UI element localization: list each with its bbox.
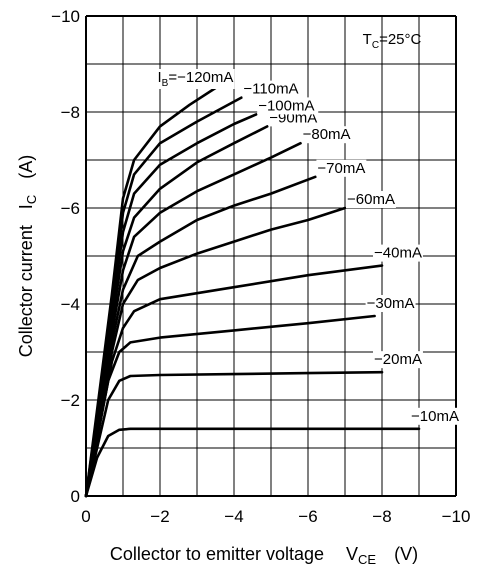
y-tick-label: −10 [51, 7, 80, 26]
y-tick-label: −8 [61, 103, 80, 122]
annotation-tc: TC=25°C [363, 31, 422, 51]
series-label: −110mA [243, 81, 298, 98]
series-label-background [410, 407, 460, 425]
series-label-background [373, 351, 423, 369]
y-tick-label: −6 [61, 199, 80, 218]
series-curve [84, 427, 421, 498]
series-label-background [373, 244, 423, 262]
series-curve [84, 86, 217, 498]
series-label: IB=−120mA [158, 69, 234, 89]
x-axis-label: Collector to emitter voltage VCE (V) [110, 544, 418, 567]
series-label-background [156, 69, 235, 89]
series-label: −100mA [258, 97, 314, 114]
x-tick-label: −4 [224, 507, 243, 526]
series-curve [84, 314, 376, 498]
series-label: −20mA [374, 351, 422, 368]
series-labels: −10mA−20mA−30mA−40mA−60mA−70mA−80mA−90mA… [156, 69, 460, 425]
series-label-background [242, 80, 300, 98]
series-label-background [301, 126, 352, 144]
x-tick-label: −10 [442, 507, 471, 526]
y-axis-label: Collector currentIC(A) [16, 155, 39, 357]
series-curve [84, 206, 347, 498]
curves [84, 86, 421, 498]
series-label: −30mA [367, 295, 415, 312]
series-label: −80mA [303, 126, 351, 143]
x-tick-label: −2 [150, 507, 169, 526]
series-curve [84, 370, 384, 498]
series-label: −60mA [347, 191, 395, 208]
y-tick-label: −4 [61, 295, 80, 314]
tick-labels: 0 −2 −4 −6 −8 −10 0 −2 −4 −6 −8 −10 [51, 7, 470, 526]
series-label: −10mA [411, 408, 459, 425]
x-tick-label: −6 [298, 507, 317, 526]
series-label: −70mA [317, 160, 365, 177]
series-label-background [316, 159, 367, 177]
x-tick-label: −8 [372, 507, 391, 526]
x-tick-label: 0 [81, 507, 90, 526]
series-label-background [365, 295, 416, 312]
series-label-background [346, 191, 396, 208]
series-label-background [257, 97, 316, 115]
series-label: −40mA [374, 245, 422, 262]
y-tick-label: −2 [61, 391, 80, 410]
y-tick-label: 0 [71, 487, 80, 506]
